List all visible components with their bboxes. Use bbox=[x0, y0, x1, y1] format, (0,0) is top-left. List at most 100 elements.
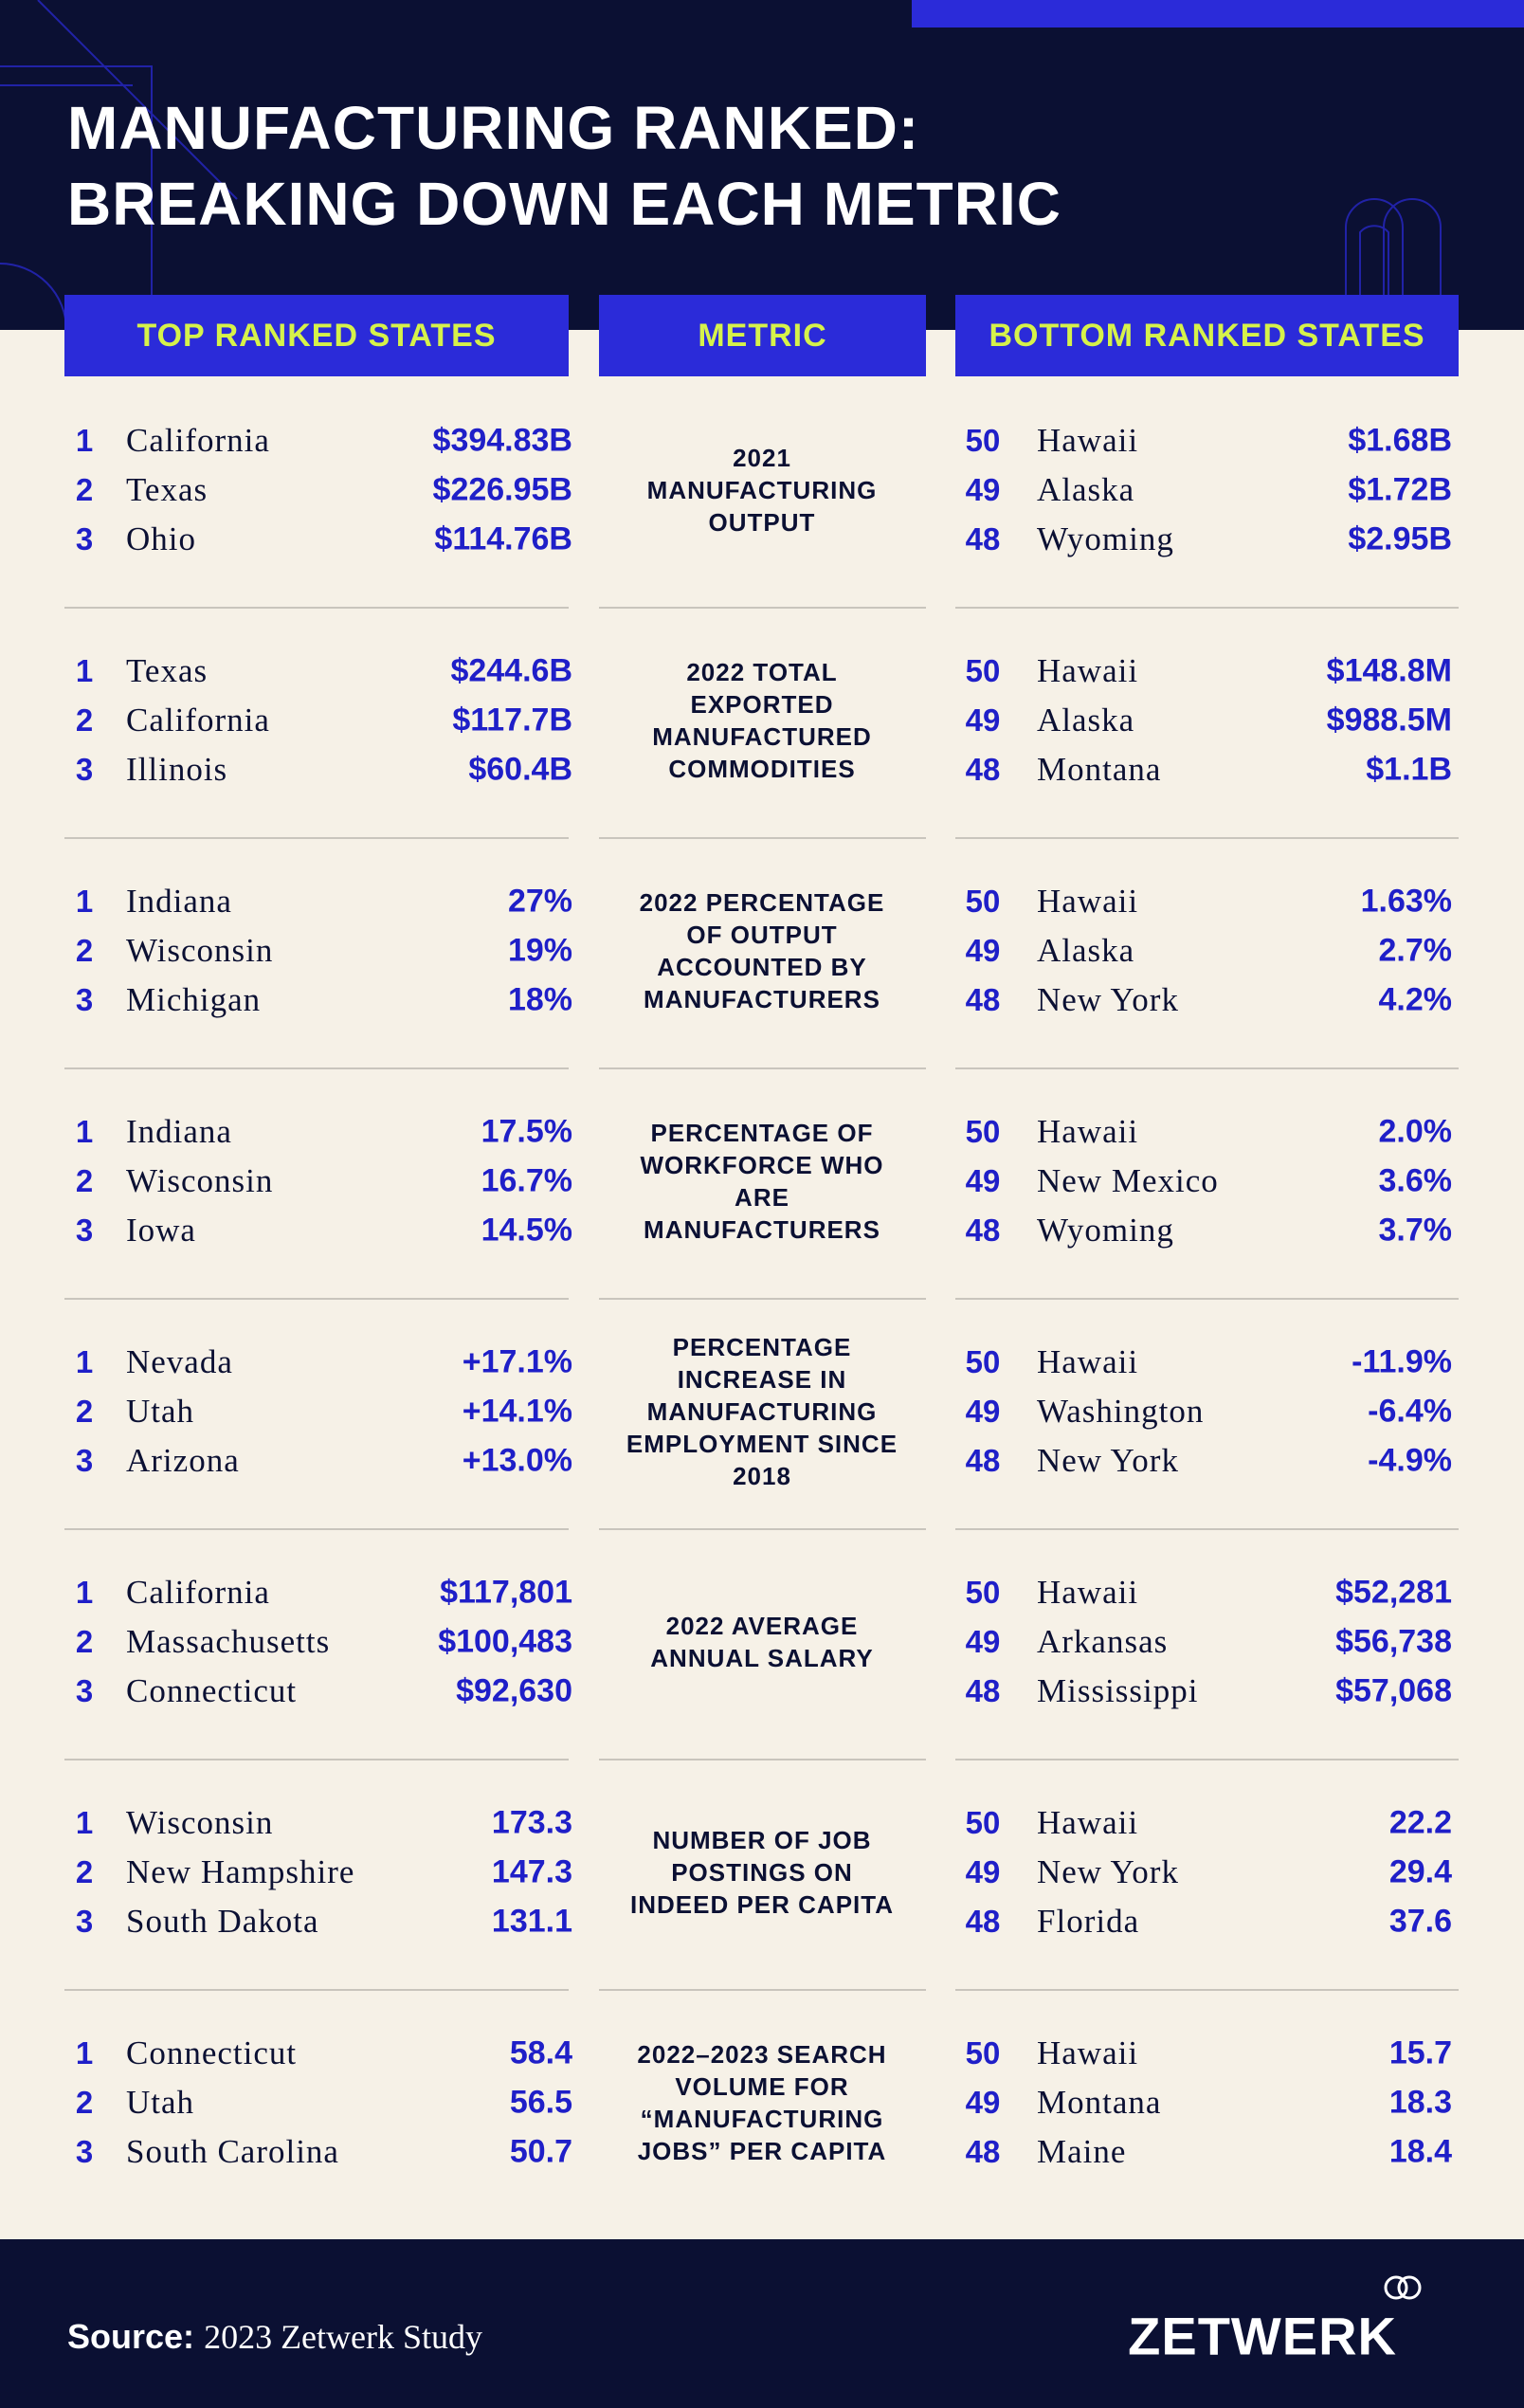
rank: 49 bbox=[965, 2085, 1001, 2120]
separator bbox=[64, 1067, 569, 1069]
logo-mark bbox=[1384, 2275, 1422, 2300]
value: 16.7% bbox=[481, 1162, 572, 1199]
value: $52,281 bbox=[1335, 1574, 1452, 1611]
column-header: METRIC bbox=[599, 295, 926, 376]
rank: 50 bbox=[965, 1114, 1001, 1149]
state: Utah bbox=[126, 2084, 195, 2121]
value: $117,801 bbox=[440, 1574, 572, 1611]
title-line: BREAKING DOWN EACH METRIC bbox=[67, 170, 1061, 238]
value: 18.3 bbox=[1388, 2084, 1452, 2121]
rank: 3 bbox=[75, 752, 94, 787]
state: Massachusetts bbox=[126, 1623, 331, 1660]
state: Connecticut bbox=[126, 1672, 298, 1709]
rank: 3 bbox=[75, 2134, 94, 2169]
value: 22.2 bbox=[1388, 1804, 1452, 1841]
value: +17.1% bbox=[462, 1343, 572, 1380]
value: $56,738 bbox=[1335, 1623, 1452, 1660]
metric: 2022 TOTAL EXPORTED MANUFACTURED COMMODI… bbox=[652, 658, 872, 783]
rank: 48 bbox=[965, 521, 1001, 556]
value: $92,630 bbox=[456, 1672, 572, 1709]
metric: PERCENTAGE INCREASE IN MANUFACTURING EMP… bbox=[626, 1333, 898, 1490]
rank: 1 bbox=[75, 1114, 94, 1149]
value: $1.72B bbox=[1348, 471, 1452, 508]
rank: 2 bbox=[75, 933, 94, 968]
rank: 3 bbox=[75, 1904, 94, 1939]
state: South Carolina bbox=[126, 2133, 339, 2170]
value: $148.8M bbox=[1326, 652, 1452, 689]
value: 50.7 bbox=[509, 2133, 572, 2170]
state: Ohio bbox=[126, 520, 196, 557]
source: Source: 2023 Zetwerk Study bbox=[67, 2317, 482, 2357]
separator bbox=[599, 837, 926, 839]
value: 1.63% bbox=[1360, 883, 1452, 920]
value: 29.4 bbox=[1388, 1853, 1452, 1890]
rank: 49 bbox=[965, 1624, 1001, 1659]
state: New Hampshire bbox=[126, 1853, 355, 1890]
value: $226.95B bbox=[432, 471, 572, 508]
value: 2.7% bbox=[1378, 932, 1453, 969]
value: 18.4 bbox=[1388, 2133, 1452, 2170]
value: -11.9% bbox=[1352, 1343, 1452, 1380]
state: Indiana bbox=[126, 883, 232, 920]
state: Wisconsin bbox=[126, 1162, 274, 1199]
state: Iowa bbox=[126, 1212, 196, 1249]
separator bbox=[64, 1298, 569, 1300]
state: Hawaii bbox=[1037, 1804, 1139, 1841]
rank: 48 bbox=[965, 1443, 1001, 1478]
separator bbox=[955, 607, 1459, 609]
separator bbox=[64, 1989, 569, 1991]
rank: 3 bbox=[75, 1673, 94, 1708]
value: 15.7 bbox=[1388, 2034, 1452, 2071]
state: California bbox=[126, 702, 270, 739]
rank: 49 bbox=[965, 702, 1001, 738]
state: Arkansas bbox=[1037, 1623, 1169, 1660]
metric: 2022 PERCENTAGE OF OUTPUT ACCOUNTED BY M… bbox=[639, 888, 885, 1013]
value: $60.4B bbox=[468, 751, 572, 788]
rank: 50 bbox=[965, 1344, 1001, 1379]
state: New York bbox=[1037, 1442, 1179, 1479]
separator bbox=[955, 1989, 1459, 1991]
decoration bbox=[0, 0, 1442, 330]
state: Connecticut bbox=[126, 2034, 298, 2071]
separator bbox=[599, 1298, 926, 1300]
rank: 2 bbox=[75, 2085, 94, 2120]
metric: PERCENTAGE OF WORKFORCE WHO ARE MANUFACT… bbox=[640, 1119, 884, 1244]
value: 14.5% bbox=[481, 1212, 572, 1249]
metric: NUMBER OF JOB POSTINGS ON INDEED PER CAP… bbox=[630, 1826, 894, 1919]
rank: 50 bbox=[965, 1575, 1001, 1610]
rank: 50 bbox=[965, 1805, 1001, 1840]
separator bbox=[64, 607, 569, 609]
value: 58.4 bbox=[509, 2034, 572, 2071]
rank: 50 bbox=[965, 653, 1001, 688]
state: Utah bbox=[126, 1393, 195, 1430]
value: 3.7% bbox=[1378, 1212, 1453, 1249]
state: Wisconsin bbox=[126, 1804, 274, 1841]
rank: 2 bbox=[75, 702, 94, 738]
value: 27% bbox=[507, 883, 572, 920]
separator bbox=[955, 837, 1459, 839]
separator bbox=[955, 1759, 1459, 1760]
state: Texas bbox=[126, 652, 209, 689]
state: Maine bbox=[1037, 2133, 1127, 2170]
metric: 2022–2023 SEARCH VOLUME FOR “MANUFACTURI… bbox=[637, 2040, 887, 2165]
rank: 48 bbox=[965, 2134, 1001, 2169]
value: $394.83B bbox=[432, 422, 572, 459]
value: 2.0% bbox=[1378, 1113, 1453, 1150]
title-line: MANUFACTURING RANKED: bbox=[67, 94, 920, 162]
separator bbox=[955, 1298, 1459, 1300]
state: Mississippi bbox=[1037, 1672, 1199, 1709]
rank: 49 bbox=[965, 1854, 1001, 1889]
state: South Dakota bbox=[126, 1903, 319, 1940]
state: Indiana bbox=[126, 1113, 232, 1150]
value: $1.68B bbox=[1348, 422, 1452, 459]
value: $988.5M bbox=[1326, 702, 1452, 739]
rank: 48 bbox=[965, 752, 1001, 787]
state: Florida bbox=[1037, 1903, 1140, 1940]
state: Alaska bbox=[1037, 932, 1135, 969]
separator bbox=[599, 1528, 926, 1530]
separator bbox=[599, 1067, 926, 1069]
rank: 2 bbox=[75, 1854, 94, 1889]
state: Illinois bbox=[126, 751, 228, 788]
value: 19% bbox=[507, 932, 572, 969]
rank: 3 bbox=[75, 1213, 94, 1248]
